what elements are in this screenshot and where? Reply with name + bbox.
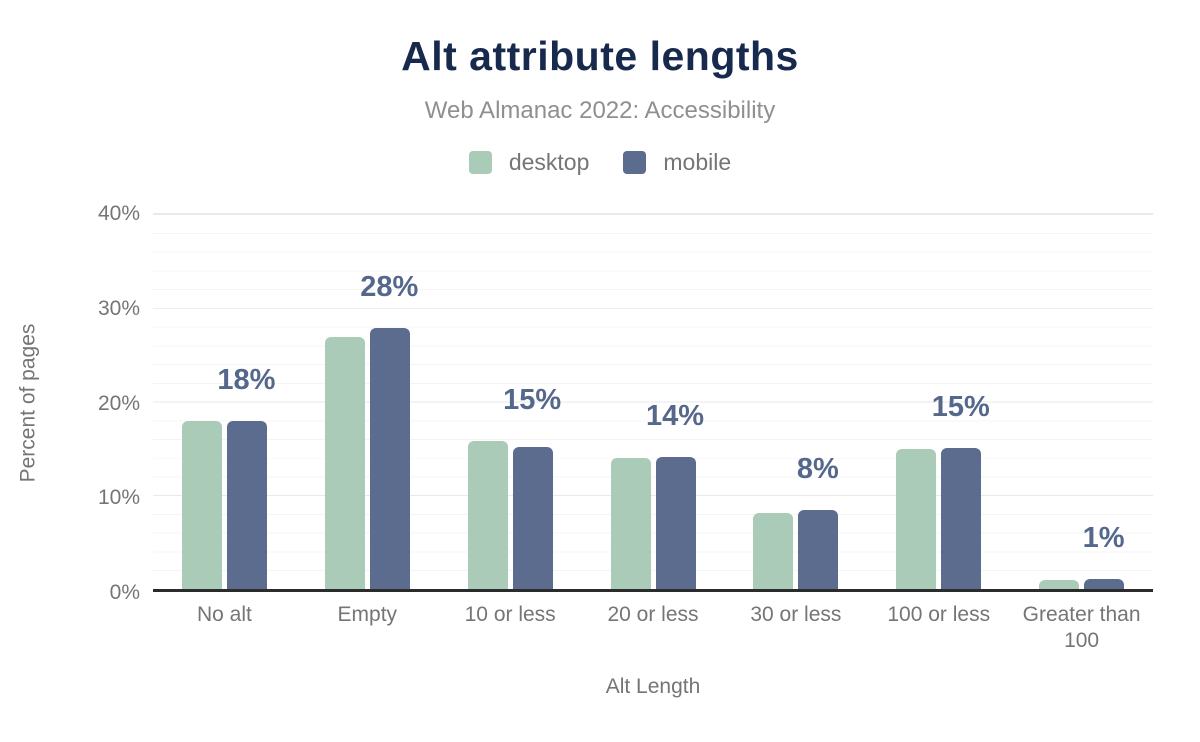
bar-mobile[interactable] [226,421,267,589]
y-tick-label: 10% [97,486,140,510]
x-category-label: No alt [197,603,252,626]
y-tick-label: 40% [97,202,140,225]
bar-pair [439,214,582,589]
chart-area: Percent of pages 0% 10% 20% 30% 40% 18% 28% 15… [0,203,1153,699]
y-tick-label: 20% [97,391,140,415]
plot-area: 18% 28% 15% 14% 8% 15% 1% [153,213,1153,592]
bar-group: 15% [439,214,582,589]
bar-groups: 18% 28% 15% 14% 8% 15% 1% [153,214,1153,589]
bar-group: 14% [582,214,725,589]
bar-value-label: 15% [931,391,990,424]
bar-pair [153,214,296,589]
bar-group: 28% [296,214,439,589]
x-category-label: 10 or less [464,603,556,626]
bar-value-label: 8% [796,453,839,486]
bar-group: 15% [867,214,1010,589]
bar-desktop[interactable] [1039,579,1080,589]
bar-value-label: 14% [645,399,705,432]
bar-mobile[interactable] [655,456,696,589]
bar-desktop[interactable] [896,449,937,589]
legend-label: mobile [663,148,732,175]
bar-desktop[interactable] [181,421,222,589]
legend-item-mobile[interactable]: mobile [623,149,731,176]
bar-mobile[interactable] [369,328,410,589]
x-category-label: Empty [337,603,398,626]
bar-group: 1% [1010,214,1153,589]
x-axis-category-labels: No alt Empty 10 or less 20 or less 30 or les… [153,592,1153,653]
bar-value-label: 28% [360,271,419,304]
bar-pair [724,214,867,589]
bar-desktop[interactable] [324,336,365,589]
bar-mobile[interactable] [1084,578,1125,589]
legend-label: desktop [508,148,590,175]
y-tick-label: 0% [109,581,140,604]
legend-swatch-icon [468,150,492,174]
chart-subtitle: Web Almanac 2022: Accessibility [424,97,776,124]
bar-mobile[interactable] [798,510,839,589]
bar-desktop[interactable] [753,513,794,589]
bar-group: 18% [153,214,296,589]
y-axis-title-cell: Percent of pages [0,213,56,592]
bar-desktop[interactable] [610,457,651,589]
bar-value-label: 1% [1082,521,1125,554]
x-category-label: 30 or less [750,603,842,626]
x-category-label: 20 or less [607,603,699,626]
legend: desktop mobile [0,148,1200,176]
y-tick-label: 30% [97,296,140,320]
bar-desktop[interactable] [467,440,508,589]
bar-mobile[interactable] [941,448,982,589]
chart-title: Alt attribute lengths [401,33,799,79]
bar-group: 8% [724,214,867,589]
x-category-label: Greater than 100 [1022,603,1141,652]
legend-swatch-icon [623,150,647,174]
y-axis-title: Percent of pages [16,323,39,482]
bar-mobile[interactable] [512,446,553,589]
bar-pair [867,214,1010,589]
y-axis-tick-labels: 0% 10% 20% 30% 40% [56,203,153,603]
legend-item-desktop[interactable]: desktop [468,148,590,176]
bar-value-label: 18% [217,364,276,397]
bar-pair [296,214,439,589]
bar-value-label: 15% [503,383,562,416]
x-category-label: 100 or less [887,603,991,626]
x-axis-title: Alt Length [605,675,701,699]
bar-pair [582,214,725,589]
bar-pair [1010,214,1153,589]
